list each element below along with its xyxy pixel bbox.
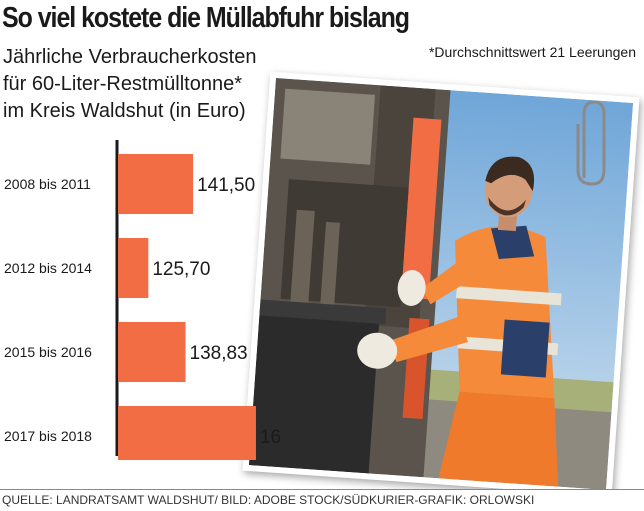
bar-4 [118,406,256,460]
category-labels-group: 2008 bis 2011 2012 bis 2014 2015 bis 2016 2… [4,176,92,444]
source-line: QUELLE: LANDRATSAMT WALDSHUT/ BILD: ADOB… [0,489,644,511]
bars-group [118,154,256,460]
bar-3 [118,322,186,382]
footnote: *Durchschnittswert 21 Leerungen [428,44,636,60]
bar-chart: 2008 bis 2011 2012 bis 2014 2015 bis 2016 2… [4,140,280,460]
category-label-4: 2017 bis 2018 [4,428,92,444]
value-label-3: 138,83 [190,343,248,364]
subtitle-line-2: für 60-Liter-Restmülltonne* [3,73,242,95]
bar-2 [118,238,149,298]
value-label-1: 141,50 [197,175,255,196]
value-labels-group: 141,50 125,70 138,83 163,69 [152,175,280,448]
category-label-3: 2015 bis 2016 [4,344,92,360]
photo-card [242,71,640,497]
category-label-2: 2012 bis 2014 [4,260,92,276]
paper-clip-icon [576,100,606,186]
chart-subtitle: Jährliche Verbraucherkosten für 60-Liter… [3,44,256,125]
value-label-2: 125,70 [152,259,210,280]
value-label-4: 163,69 [260,427,280,448]
chart-title: So viel kostete die Müllabfuhr bislang [2,2,410,34]
subtitle-line-3: im Kreis Waldshut (in Euro) [3,100,246,122]
category-label-1: 2008 bis 2011 [4,176,91,192]
subtitle-line-1: Jährliche Verbraucherkosten [3,46,257,68]
garbage-collector-photo [248,77,634,491]
bar-1 [118,154,194,214]
